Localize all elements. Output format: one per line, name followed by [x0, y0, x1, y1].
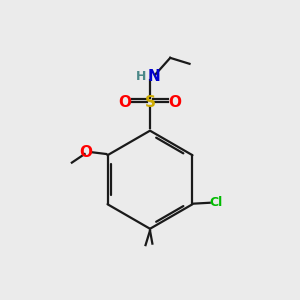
Text: O: O — [169, 95, 182, 110]
Text: O: O — [79, 145, 92, 160]
Text: O: O — [118, 95, 131, 110]
Text: Cl: Cl — [209, 196, 222, 209]
Text: S: S — [145, 95, 155, 110]
Text: N: N — [147, 69, 160, 84]
Text: H: H — [136, 70, 146, 83]
